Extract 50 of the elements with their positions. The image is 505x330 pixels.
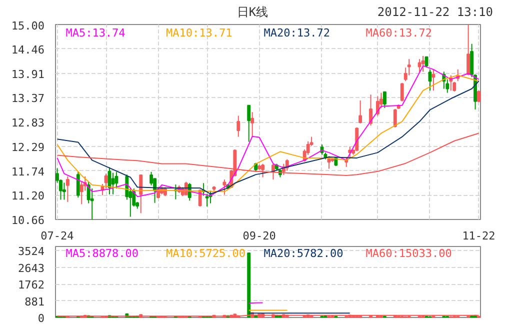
candlestick: [400, 82, 404, 102]
y-tick-label: 13.91: [11, 68, 45, 81]
text: MA60:15033.00: [366, 247, 452, 260]
text: MA60:13.72: [366, 26, 432, 40]
y-tick-label: 12.29: [11, 140, 45, 154]
y-tick-label: 11.20: [11, 190, 45, 203]
text: MA20:13.72: [264, 26, 330, 40]
y-tick-label: 13.37: [11, 92, 45, 106]
candlestick: [358, 100, 362, 124]
chart-subtitle: 2012-11-22 13:10: [377, 4, 493, 21]
candlestick: [222, 179, 226, 196]
chart-title: 日K线: [236, 5, 268, 19]
candlestick: [250, 112, 254, 138]
candlestick: [66, 176, 70, 202]
candlestick: [62, 182, 66, 200]
y-tick-label: 10.66: [11, 214, 45, 227]
text: MA10:5725.00: [166, 247, 246, 260]
y-tick-label: 12.83: [11, 116, 45, 130]
candlestick: [150, 171, 154, 186]
y-tick-label: 3524: [18, 245, 45, 258]
y-tick-label: 0: [38, 312, 44, 325]
candlestick: [76, 171, 80, 198]
candlestick: [393, 108, 397, 128]
candlestick: [466, 24, 470, 76]
candlestick: [139, 174, 143, 214]
x-tick-label: 11-22: [462, 230, 496, 242]
y-tick-label: 881: [24, 295, 45, 308]
x-tick-label: 07-24: [40, 230, 74, 242]
candlestick: [382, 91, 386, 109]
text: MA5:13.74: [66, 26, 126, 40]
candlestick: [247, 104, 251, 142]
candlestick: [418, 58, 422, 72]
bar: [247, 252, 251, 318]
y-tick-label: 1762: [18, 278, 45, 292]
candlestick: [369, 94, 372, 126]
candlestick: [428, 68, 432, 92]
text: MA5:8878.00: [66, 247, 139, 260]
text: MA10:13.71: [166, 26, 232, 40]
candlestick: [236, 115, 240, 138]
candlestick: [470, 43, 474, 78]
y-tick-label: 2643: [18, 262, 45, 275]
candlestick: [407, 58, 411, 76]
y-tick-label: 14.46: [11, 43, 45, 56]
y-tick-label: 15.00: [11, 20, 45, 32]
candlestick: [327, 156, 331, 170]
x-tick-label: 09-20: [242, 230, 276, 242]
text: MA20:5782.00: [264, 247, 344, 260]
candlestick: [111, 172, 115, 195]
candlestick: [205, 193, 209, 207]
y-tick-label: 11.74: [11, 165, 45, 178]
